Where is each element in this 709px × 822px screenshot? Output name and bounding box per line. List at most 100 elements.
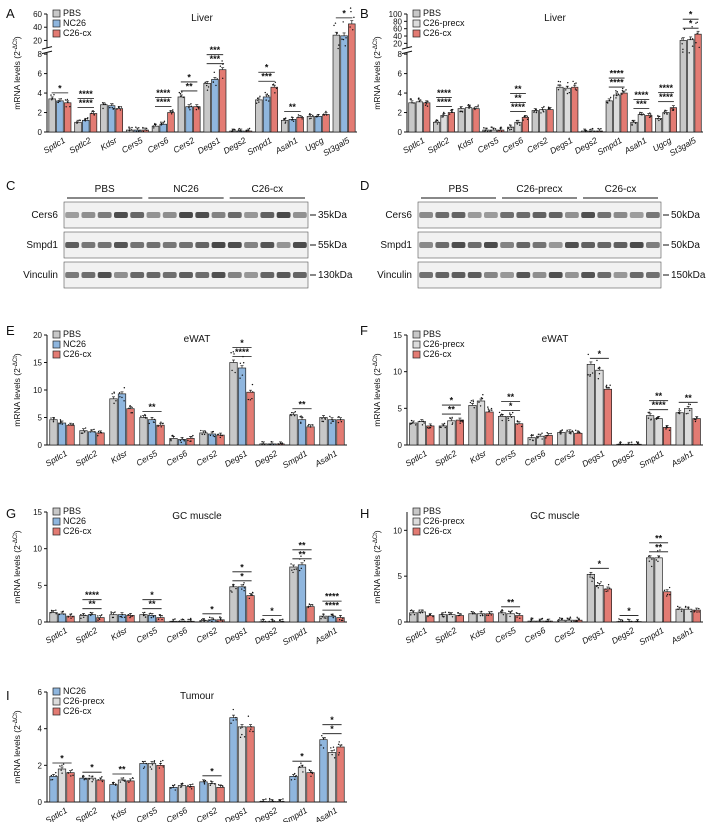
category-label: Smpd1 — [637, 625, 666, 647]
data-point — [198, 108, 200, 110]
bar-Kdsr-C26-precx — [476, 400, 486, 446]
legend-swatch — [412, 19, 421, 28]
data-point — [245, 130, 248, 133]
category-label: Smpd1 — [281, 448, 310, 470]
data-point — [171, 784, 174, 787]
data-point — [180, 786, 183, 788]
data-point — [444, 611, 447, 613]
bar-Smpd1-C26-cx — [270, 86, 279, 133]
data-point — [159, 762, 162, 765]
data-point — [67, 101, 69, 103]
panel-letter-E: E — [6, 323, 15, 338]
significance-mark: * — [342, 8, 346, 18]
data-point — [89, 431, 92, 433]
legend-swatch — [412, 330, 421, 339]
category-label: Cers6 — [164, 805, 189, 822]
data-point — [120, 615, 122, 618]
blot-group-label: NC26 — [173, 184, 199, 195]
blot-band — [195, 212, 210, 218]
data-point — [460, 110, 462, 112]
significance-mark: ** — [148, 599, 156, 609]
data-point — [97, 779, 100, 781]
data-point — [472, 401, 475, 403]
blot-band — [227, 272, 242, 278]
data-point — [323, 114, 325, 116]
data-point — [330, 422, 332, 424]
bar-Asah1-C26-precx — [327, 752, 337, 803]
chart-title: Tumour — [180, 691, 215, 702]
blot-band — [114, 212, 128, 218]
data-point — [530, 619, 533, 621]
data-point — [494, 128, 497, 130]
data-point — [501, 611, 503, 614]
blot-band — [292, 242, 307, 248]
y-tick-label: 8 — [398, 50, 403, 59]
data-point — [428, 427, 430, 429]
data-point — [69, 105, 71, 108]
blot-band — [97, 212, 112, 218]
category-label: Sptlc1 — [401, 135, 427, 156]
legend-swatch — [52, 9, 61, 18]
data-point — [413, 613, 416, 616]
data-point — [579, 432, 581, 434]
data-point — [349, 26, 351, 28]
bar-Ugcg-NC26 — [314, 116, 322, 133]
blot-band — [613, 242, 628, 248]
data-point — [171, 434, 174, 437]
significance-mark: ** — [298, 399, 306, 409]
bar-Asah1-C26-cx — [336, 746, 345, 803]
bar-Degs1-C26-cx — [603, 388, 613, 446]
data-point — [203, 780, 206, 783]
data-point — [300, 762, 302, 764]
data-point — [666, 113, 668, 115]
chart-title: GC muscle — [172, 511, 222, 522]
bar-Cers5-C26-cx — [156, 617, 165, 623]
data-point — [291, 116, 293, 118]
data-point — [204, 619, 206, 622]
data-point — [442, 114, 444, 116]
data-point — [309, 426, 312, 428]
data-point — [410, 422, 413, 425]
significance-mark: * — [598, 559, 602, 569]
legend-label: PBS — [63, 506, 81, 516]
data-point — [487, 408, 489, 410]
bar-Cers5-C26-cx — [141, 129, 149, 133]
data-point — [249, 730, 251, 732]
data-point — [145, 127, 148, 130]
blot-band — [451, 272, 466, 278]
data-point — [308, 603, 311, 605]
blot-marker-label: 35kDa — [318, 210, 347, 221]
data-point — [429, 613, 432, 616]
data-point — [153, 123, 156, 126]
blot-row-label: Vinculin — [377, 270, 412, 281]
data-point — [300, 567, 303, 570]
data-point — [50, 94, 52, 96]
data-point — [152, 125, 155, 127]
data-point — [205, 84, 208, 87]
data-point — [591, 127, 594, 130]
data-point — [267, 95, 270, 97]
data-point — [170, 438, 172, 441]
category-label: Sptlc1 — [403, 448, 429, 469]
panel-letter-F: F — [360, 323, 368, 338]
category-label: Sptlc2 — [74, 448, 100, 469]
data-point — [541, 617, 544, 620]
data-point — [142, 130, 145, 133]
category-label: Sptlc2 — [433, 448, 459, 469]
data-point — [51, 99, 53, 101]
data-point — [577, 430, 579, 432]
bar-Degs1-PBS — [586, 363, 596, 446]
bar-Sptlc2-NC26 — [87, 614, 97, 623]
category-label: Asah1 — [668, 625, 695, 646]
data-point — [585, 129, 587, 132]
legend-swatch — [52, 19, 61, 28]
data-point — [261, 800, 263, 803]
chart-title: GC muscle — [530, 511, 580, 522]
data-point — [170, 787, 172, 789]
bar-Asah1-PBS — [675, 412, 684, 446]
data-point — [410, 419, 413, 422]
blot-band — [276, 272, 291, 278]
data-point — [161, 615, 163, 617]
data-point — [189, 109, 191, 111]
